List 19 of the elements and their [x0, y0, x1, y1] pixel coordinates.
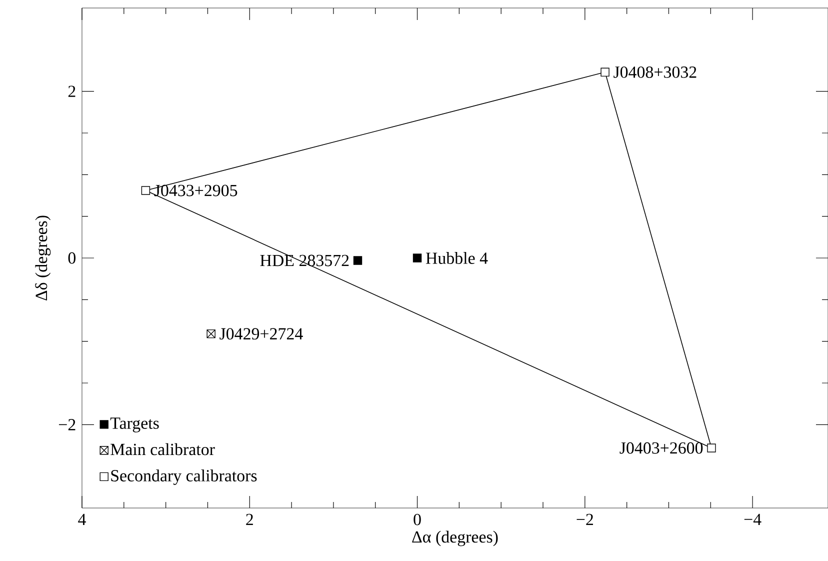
annotation: J0433+2905 — [154, 184, 238, 196]
legend-label: Targets — [110, 418, 159, 432]
annotation: J0403+2600 — [620, 442, 703, 454]
x-tick-label: −4 — [744, 514, 762, 525]
annotation: HDE 283572 — [260, 254, 349, 266]
x-tick-label: −2 — [576, 514, 593, 526]
y-tick-label: 2 — [68, 86, 76, 97]
legend-label: Main calibrator — [110, 443, 215, 456]
x-axis-title: Δα (degrees) — [412, 530, 498, 546]
y-tick-label: −2 — [58, 419, 76, 430]
x-tick-label: 0 — [414, 514, 421, 526]
x-tick-label: 2 — [246, 514, 253, 526]
annotation: Hubble 4 — [426, 252, 488, 264]
annotation: J0408+3032 — [614, 66, 696, 78]
annotation: J0429+2724 — [220, 328, 303, 340]
y-axis-title: Δδ (degrees) — [35, 216, 51, 300]
x-tick-label: 4 — [78, 514, 86, 525]
y-tick-label: 0 — [68, 252, 76, 264]
legend-label: Secondary calibrators — [111, 470, 257, 485]
